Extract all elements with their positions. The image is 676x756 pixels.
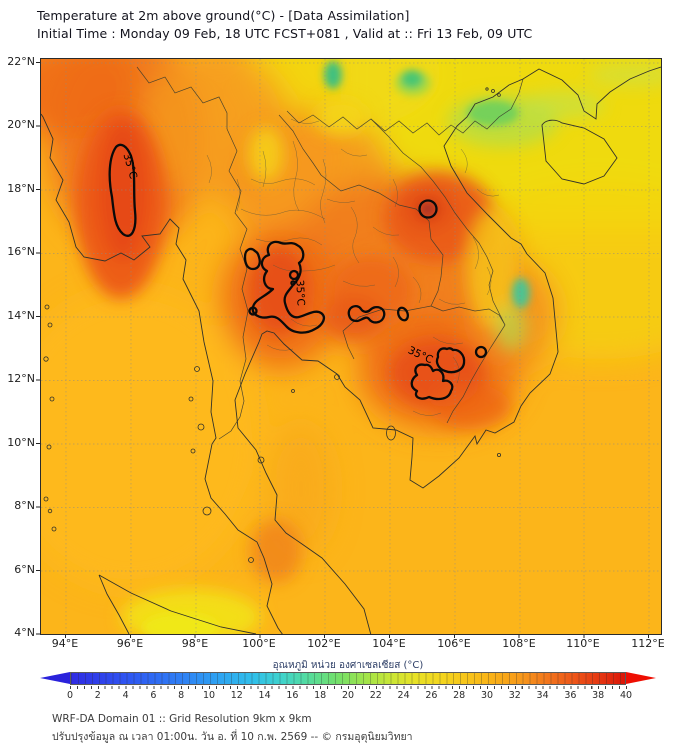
hainan-island — [541, 119, 618, 185]
y-axis-tick-label: 12°N — [7, 372, 35, 385]
colorbar-tick-label: 6 — [150, 690, 157, 701]
x-axis-tick-label: 106°E — [437, 637, 471, 650]
colorbar-label: อุณหภูมิ หน่วย องศาเซลเซียส (°C) — [272, 660, 424, 671]
x-axis-tick-label: 104°E — [372, 637, 406, 650]
graticule-gridlines — [41, 59, 661, 634]
x-axis-tick-label: 110°E — [566, 637, 600, 650]
x-axis-tick-label: 108°E — [502, 637, 536, 650]
colorbar-tick-label: 4 — [122, 690, 129, 701]
colorbar-tick-label: 16 — [286, 690, 299, 701]
colorbar-tick-label: 26 — [425, 690, 438, 701]
y-axis-tick-label: 14°N — [7, 309, 35, 322]
x-axis-tick-label: 112°E — [631, 637, 665, 650]
sumatra-coast — [98, 574, 257, 634]
figure-title: Temperature at 2m above ground(°C) - [Da… — [37, 8, 410, 23]
colorbar-tick-label: 28 — [453, 690, 466, 701]
colorbar-overflow-arrow — [626, 672, 656, 684]
colorbar-tick-label: 38 — [592, 690, 605, 701]
colorbar-underflow-arrow — [40, 672, 70, 684]
map-plot: 35°C 35°C 35°C — [40, 58, 662, 635]
colorbar-tick-label: 2 — [94, 690, 101, 701]
colorbar-tick-label: 22 — [369, 690, 382, 701]
coastlines — [41, 66, 661, 634]
colorbar-tick-label: 14 — [258, 690, 271, 701]
colorbar-tick-label: 0 — [66, 690, 74, 701]
temperature-contours-35c — [108, 143, 488, 401]
country-borders — [136, 66, 524, 440]
small-islands — [43, 87, 501, 563]
footer-update-info: ปรับปรุงข้อมูล ณ เวลา 01:00น. วัน อ. ที่… — [52, 731, 413, 743]
colorbar-tick-label: 40 — [619, 690, 633, 701]
y-axis-tick-label: 18°N — [7, 182, 35, 195]
x-axis-tick-label: 98°E — [181, 637, 209, 650]
colorbar-tick-label: 20 — [341, 690, 355, 701]
contour-label: 35°C — [293, 280, 306, 307]
x-axis-tick-label: 100°E — [242, 637, 276, 650]
province-boundaries — [206, 118, 500, 416]
colorbar-tick-label: 24 — [397, 690, 410, 701]
y-axis-tick-label: 22°N — [7, 55, 35, 68]
colorbar-tick-label: 18 — [314, 690, 327, 701]
colorbar-tick-label: 36 — [564, 690, 577, 701]
y-axis-tick-label: 6°N — [14, 563, 35, 576]
y-axis-ticks — [36, 62, 40, 635]
colorbar-gradient — [70, 672, 626, 685]
x-axis-tick-label: 96°E — [116, 637, 144, 650]
colorbar-ticks — [70, 686, 627, 689]
y-axis-tick-label: 16°N — [7, 245, 35, 258]
x-axis-ticks — [40, 634, 661, 638]
x-axis-tick-label: 102°E — [307, 637, 341, 650]
colorbar-tick-label: 34 — [536, 690, 549, 701]
footer-domain-info: WRF-DA Domain 01 :: Grid Resolution 9km … — [52, 713, 312, 725]
colorbar-tick-label: 8 — [178, 690, 185, 701]
x-axis-tick-label: 94°E — [51, 637, 79, 650]
y-axis-tick-label: 8°N — [14, 499, 35, 512]
colorbar-tick-label: 10 — [202, 690, 216, 701]
y-axis-tick-label: 10°N — [7, 436, 35, 449]
colorbar-tick-label: 12 — [230, 690, 243, 701]
temperature-shading-spots — [143, 61, 530, 634]
y-axis-tick-label: 4°N — [14, 626, 35, 639]
figure-subtitle: Initial Time : Monday 09 Feb, 18 UTC FCS… — [37, 26, 533, 41]
temperature-field-map: 35°C 35°C 35°C — [41, 59, 661, 634]
colorbar-tick-label: 30 — [480, 690, 494, 701]
y-axis-tick-label: 20°N — [7, 118, 35, 131]
colorbar-tick-label: 32 — [508, 690, 521, 701]
